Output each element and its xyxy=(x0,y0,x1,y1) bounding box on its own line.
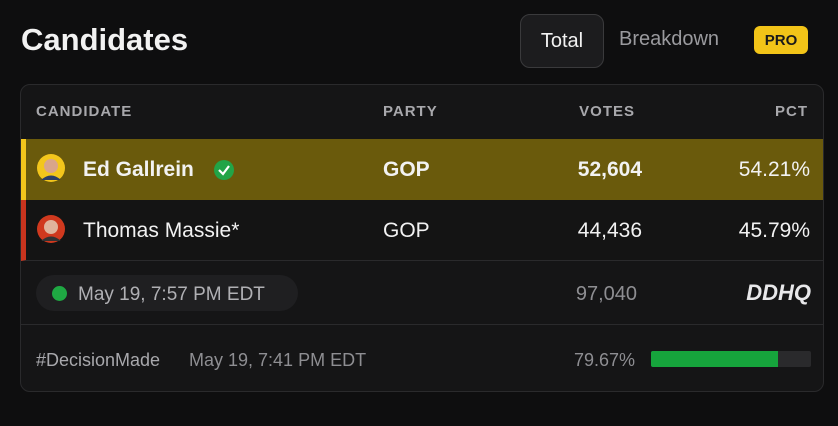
votes: 44,436 xyxy=(577,219,642,242)
candidate-row: Ed Gallrein GOP 52,604 54.21% xyxy=(21,139,823,200)
reporting-bar xyxy=(651,351,779,367)
status-dot xyxy=(52,286,67,301)
column-header: PCT xyxy=(775,103,808,120)
update-pill: May 19, 7:57 PM EDT xyxy=(36,275,298,311)
tab-total[interactable]: Total xyxy=(520,14,604,68)
avatar xyxy=(37,215,65,243)
candidate-name: Ed Gallrein xyxy=(83,158,194,181)
total-votes: 97,040 xyxy=(575,283,637,305)
percent: 54.21% xyxy=(738,158,810,181)
candidate-name: Thomas Massie* xyxy=(83,219,240,242)
candidate-row: Thomas Massie* GOP 44,436 45.79% xyxy=(21,200,823,261)
summary-row: May 19, 7:57 PM EDT 97,040 DDHQ xyxy=(21,261,823,325)
percent: 45.79% xyxy=(738,219,810,242)
avatar xyxy=(37,154,65,182)
results-card: CANDIDATE PARTY VOTES PCT Ed Gallrein GO… xyxy=(20,84,824,392)
reporting-label: 79.67% xyxy=(573,350,635,370)
pro-badge: PRO xyxy=(754,26,808,54)
column-header: CANDIDATE xyxy=(36,103,133,120)
votes: 52,604 xyxy=(577,158,642,181)
logo: DDHQ xyxy=(746,280,811,305)
party: GOP xyxy=(383,158,430,181)
decision-tag: #DecisionMade xyxy=(36,350,161,370)
decision-time: May 19, 7:41 PM EDT xyxy=(189,350,367,370)
column-header: VOTES xyxy=(579,103,635,120)
party: GOP xyxy=(383,219,430,242)
updated-time: May 19, 7:57 PM EDT xyxy=(78,284,265,305)
tab-breakdown[interactable]: Breakdown xyxy=(619,28,720,50)
reporting-track xyxy=(651,351,811,367)
title: Candidates xyxy=(21,22,189,57)
column-header: PARTY xyxy=(383,103,438,120)
winner-check xyxy=(214,160,234,180)
